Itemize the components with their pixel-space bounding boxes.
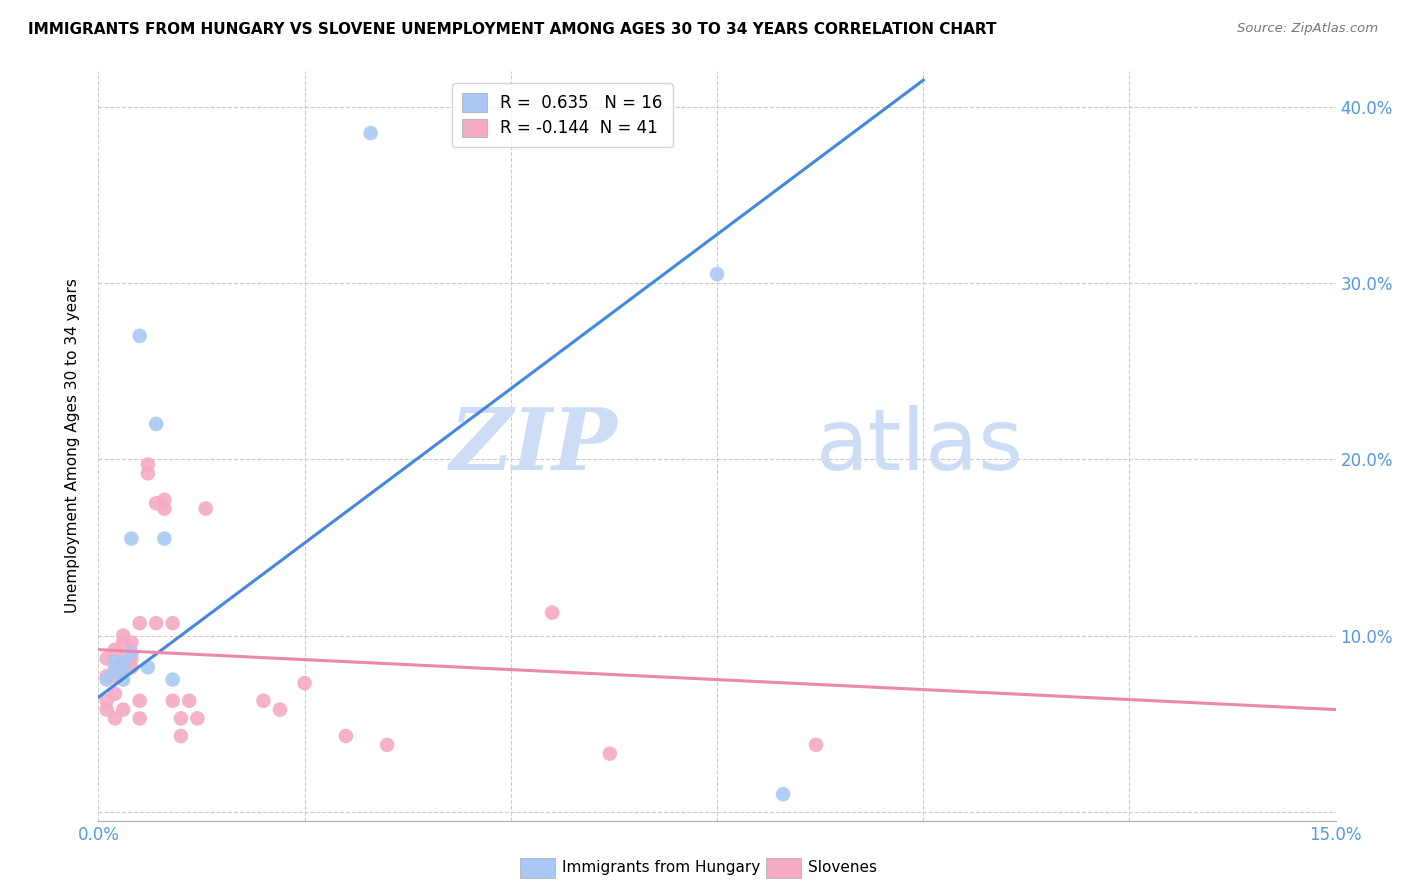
Point (772, 787, 794, 801)
Point (375, 738, 398, 752)
Point (145, 417, 167, 431)
Point (162, 673, 184, 687)
Point (104, 655, 127, 669)
Point (120, 651, 142, 665)
Point (104, 711, 127, 725)
Text: IMMIGRANTS FROM HUNGARY VS SLOVENE UNEMPLOYMENT AMONG AGES 30 TO 34 YEARS CORREL: IMMIGRANTS FROM HUNGARY VS SLOVENE UNEMP… (28, 22, 997, 37)
Point (128, 328, 150, 343)
Point (104, 664, 127, 678)
Point (112, 702, 135, 716)
Point (186, 711, 208, 725)
Point (112, 660, 135, 674)
Point (128, 711, 150, 725)
Point (120, 646, 142, 660)
Point (145, 496, 167, 510)
Point (104, 642, 127, 657)
Point (170, 729, 193, 743)
Point (153, 532, 176, 546)
Point (136, 660, 159, 674)
Point (96, 673, 118, 687)
Point (96, 694, 118, 708)
Point (96, 702, 118, 716)
Point (112, 673, 135, 687)
Point (96, 669, 118, 683)
Text: ZIP: ZIP (450, 404, 619, 488)
Point (360, 126, 382, 140)
Point (706, 267, 728, 281)
Point (112, 635, 135, 649)
Point (294, 676, 316, 690)
Point (136, 458, 159, 472)
Point (269, 702, 291, 716)
Point (120, 635, 142, 649)
Point (128, 694, 150, 708)
Point (112, 655, 135, 669)
Point (136, 467, 159, 481)
Point (541, 606, 564, 620)
Text: Source: ZipAtlas.com: Source: ZipAtlas.com (1237, 22, 1378, 36)
Text: Immigrants from Hungary: Immigrants from Hungary (562, 861, 761, 875)
Point (804, 738, 827, 752)
Point (179, 694, 201, 708)
Legend: R =  0.635   N = 16, R = -0.144  N = 41: R = 0.635 N = 16, R = -0.144 N = 41 (453, 84, 672, 147)
Point (153, 501, 176, 516)
Point (120, 660, 142, 674)
Point (112, 651, 135, 665)
Point (170, 711, 193, 725)
Point (153, 492, 176, 507)
Point (194, 501, 217, 516)
Point (112, 664, 135, 678)
Y-axis label: Unemployment Among Ages 30 to 34 years: Unemployment Among Ages 30 to 34 years (65, 278, 80, 614)
Point (104, 687, 127, 701)
Point (252, 694, 274, 708)
Text: atlas: atlas (815, 404, 1024, 488)
Point (96, 651, 118, 665)
Point (112, 628, 135, 642)
Point (335, 729, 357, 743)
Point (599, 747, 621, 761)
Text: Slovenes: Slovenes (808, 861, 877, 875)
Point (120, 532, 142, 546)
Point (128, 616, 150, 631)
Point (162, 616, 184, 631)
Point (104, 669, 127, 683)
Point (145, 616, 167, 631)
Point (104, 660, 127, 674)
Point (162, 694, 184, 708)
